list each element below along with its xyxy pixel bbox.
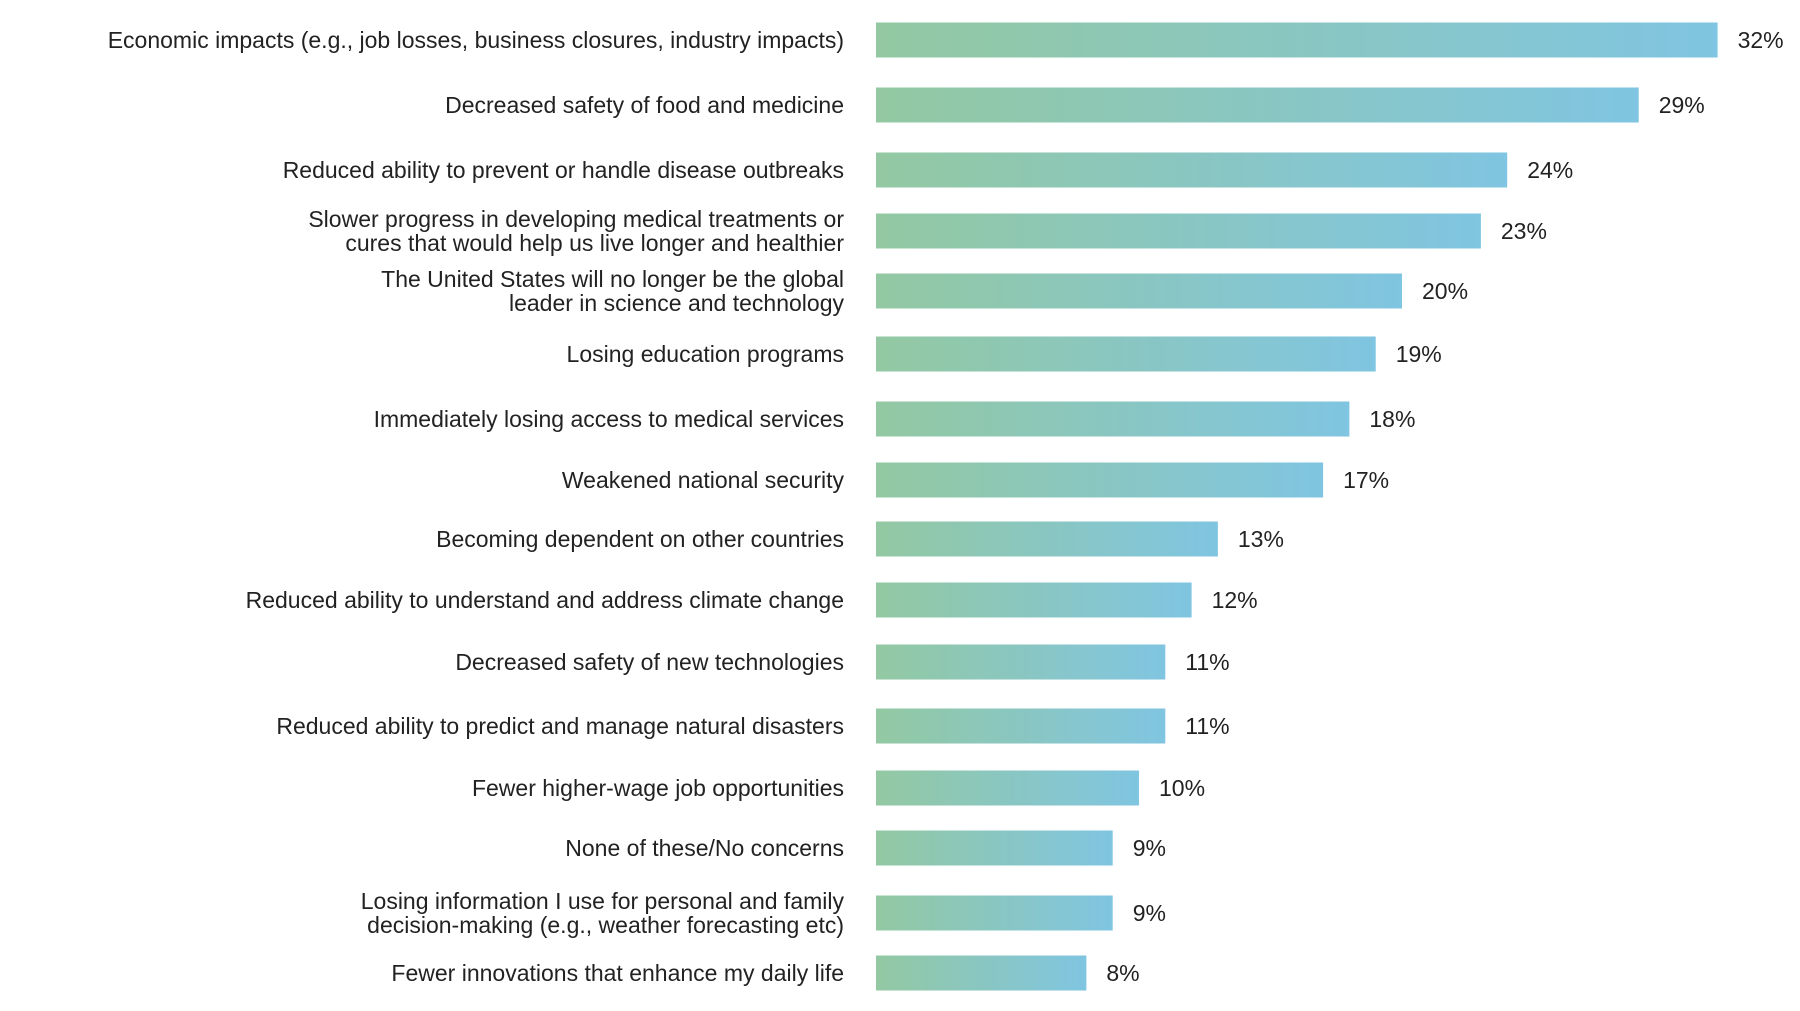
value-label: 13% bbox=[1238, 526, 1284, 552]
bar-row: Fewer higher-wage job opportunities 10% bbox=[472, 770, 1205, 806]
bar bbox=[876, 22, 1718, 58]
value-label: 9% bbox=[1133, 900, 1166, 926]
bar bbox=[876, 582, 1192, 618]
bar-row: Losing education programs 19% bbox=[567, 336, 1442, 372]
category-label: The United States will no longer be the … bbox=[381, 266, 844, 292]
value-label: 29% bbox=[1659, 92, 1705, 118]
bar bbox=[876, 401, 1350, 437]
value-label: 11% bbox=[1185, 649, 1229, 675]
bar bbox=[876, 521, 1218, 557]
category-label: leader in science and technology bbox=[509, 290, 845, 316]
value-label: 12% bbox=[1212, 587, 1258, 613]
bar bbox=[876, 895, 1113, 931]
bar-row: Economic impacts (e.g., job losses, busi… bbox=[108, 22, 1784, 58]
bar-row: Becoming dependent on other countries 13% bbox=[436, 521, 1284, 557]
bar-row: Slower progress in developing medical tr… bbox=[308, 206, 1547, 256]
bar bbox=[876, 152, 1508, 188]
category-label: decision-making (e.g., weather forecasti… bbox=[367, 912, 844, 938]
value-label: 17% bbox=[1343, 467, 1389, 493]
value-label: 10% bbox=[1159, 775, 1205, 801]
category-label: Decreased safety of new technologies bbox=[455, 649, 844, 675]
value-label: 9% bbox=[1133, 835, 1166, 861]
bar-row: Losing information I use for personal an… bbox=[361, 888, 1166, 938]
category-label: None of these/No concerns bbox=[565, 835, 844, 861]
category-label: Losing education programs bbox=[567, 341, 844, 367]
value-label: 18% bbox=[1369, 406, 1415, 432]
bar-row: Reduced ability to prevent or handle dis… bbox=[283, 152, 1573, 188]
bar-row: The United States will no longer be the … bbox=[381, 266, 1468, 316]
value-label: 24% bbox=[1527, 157, 1573, 183]
bar-row: Decreased safety of new technologies 11% bbox=[455, 644, 1230, 680]
bar-row: Reduced ability to understand and addres… bbox=[246, 582, 1258, 618]
value-label: 23% bbox=[1501, 218, 1547, 244]
bar bbox=[876, 830, 1113, 866]
value-label: 19% bbox=[1396, 341, 1442, 367]
value-label: 32% bbox=[1738, 27, 1784, 53]
category-label: cures that would help us live longer and… bbox=[345, 230, 844, 256]
bar-row: Decreased safety of food and medicine 29% bbox=[445, 87, 1705, 123]
bar bbox=[876, 708, 1166, 744]
bar bbox=[876, 955, 1087, 991]
category-label: Decreased safety of food and medicine bbox=[445, 92, 844, 118]
category-label: Fewer higher-wage job opportunities bbox=[472, 775, 844, 801]
bar bbox=[876, 336, 1376, 372]
category-label: Losing information I use for personal an… bbox=[361, 888, 845, 914]
bar-row: None of these/No concerns 9% bbox=[565, 830, 1166, 866]
bar-row: Reduced ability to predict and manage na… bbox=[276, 708, 1230, 744]
bar-row: Weakened national security 17% bbox=[562, 462, 1389, 498]
value-label: 11% bbox=[1185, 713, 1229, 739]
bar-row: Fewer innovations that enhance my daily … bbox=[391, 955, 1140, 991]
category-label: Becoming dependent on other countries bbox=[436, 526, 844, 552]
bar bbox=[876, 273, 1402, 309]
bar bbox=[876, 770, 1139, 806]
category-label: Weakened national security bbox=[562, 467, 845, 493]
value-label: 8% bbox=[1106, 960, 1139, 986]
bar bbox=[876, 644, 1166, 680]
bar bbox=[876, 462, 1324, 498]
category-label: Reduced ability to understand and addres… bbox=[246, 587, 844, 613]
category-label: Fewer innovations that enhance my daily … bbox=[391, 960, 844, 986]
category-label: Reduced ability to prevent or handle dis… bbox=[283, 157, 844, 183]
category-label: Economic impacts (e.g., job losses, busi… bbox=[108, 27, 844, 53]
category-label: Slower progress in developing medical tr… bbox=[308, 206, 844, 232]
category-label: Reduced ability to predict and manage na… bbox=[276, 713, 844, 739]
bar bbox=[876, 87, 1639, 123]
value-label: 20% bbox=[1422, 278, 1468, 304]
category-label: Immediately losing access to medical ser… bbox=[374, 406, 844, 432]
bar bbox=[876, 213, 1481, 249]
bar-row: Immediately losing access to medical ser… bbox=[374, 401, 1415, 437]
